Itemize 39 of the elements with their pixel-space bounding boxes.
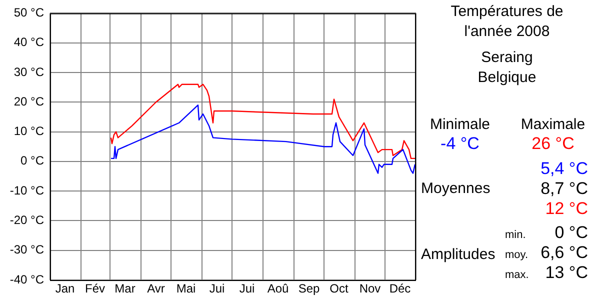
x-tick-label: Jan: [55, 282, 75, 296]
text: 6,6 °C: [540, 243, 588, 262]
text: 13 °C: [545, 263, 588, 282]
text: moy.: [505, 249, 528, 261]
text: 5,4 °C: [540, 159, 588, 178]
y-tick-label: 40 °C: [14, 35, 44, 50]
text: 12 °C: [545, 199, 588, 218]
x-tick-label: Oct: [330, 282, 349, 296]
y-tick-label: 20 °C: [14, 94, 44, 108]
text: 8,7 °C: [540, 179, 588, 198]
x-tick-label: Avr: [147, 282, 165, 296]
y-tick-label: -30 °C: [10, 242, 44, 257]
x-tick-label: Sep: [298, 282, 320, 296]
x-tick-label: Nov: [359, 282, 381, 296]
y-tick-label: 30 °C: [14, 64, 44, 79]
text: Maximale: [520, 116, 586, 133]
y-tick-label: -40 °C: [10, 272, 44, 286]
text: -4 °C: [440, 134, 480, 153]
y-tick-label: -10 °C: [10, 183, 44, 198]
text: 0 °C: [554, 223, 588, 242]
text: max.: [505, 269, 529, 281]
x-tick-label: Fév: [84, 282, 106, 296]
text: Amplitudes: [421, 246, 496, 263]
x-tick-label: Jui: [209, 282, 225, 296]
x-tick-label: Aoû: [267, 282, 289, 296]
text: Températures de l'année 2008: [450, 2, 564, 42]
y-tick-label: 10 °C: [14, 124, 44, 138]
y-tick-label: 50 °C: [14, 6, 44, 20]
text: Moyennes: [421, 180, 490, 197]
y-tick-label: 0 °C: [20, 154, 44, 168]
x-tick-label: Mai: [176, 282, 196, 296]
text: Minimale: [430, 116, 490, 133]
x-tick-label: Mar: [114, 282, 136, 296]
text: min.: [505, 229, 526, 241]
x-tick-label: Déc: [389, 282, 411, 296]
y-tick-label: -20 °C: [10, 213, 44, 228]
x-tick-label: Jui: [239, 282, 255, 296]
text: Seraing Belgique: [476, 48, 538, 88]
text: 26 °C: [532, 134, 574, 153]
